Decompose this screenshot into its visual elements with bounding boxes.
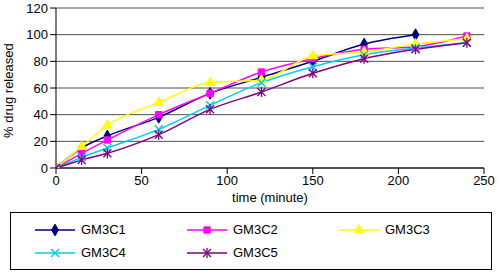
html-text:GM3C5: GM3C5: [233, 245, 278, 260]
svg-text:% drug released: % drug released: [8, 43, 16, 138]
html-text:GM3C1: GM3C1: [81, 222, 126, 237]
svg-text:120: 120: [26, 1, 48, 16]
svg-text:250: 250: [473, 173, 492, 188]
svg-text:60: 60: [34, 81, 48, 96]
html-text:GM3C3: GM3C3: [385, 222, 430, 237]
svg-text:50: 50: [134, 173, 148, 188]
svg-text:100: 100: [26, 27, 48, 42]
svg-text:80: 80: [34, 54, 48, 69]
svg-text:200: 200: [388, 173, 410, 188]
html-text:GM3C4: GM3C4: [81, 245, 126, 260]
svg-text:20: 20: [34, 134, 48, 149]
svg-text:100: 100: [216, 173, 238, 188]
svg-text:0: 0: [41, 161, 48, 176]
svg-text:150: 150: [302, 173, 324, 188]
svg-text:40: 40: [34, 107, 48, 122]
svg-text:0: 0: [52, 173, 59, 188]
svg-text:time (minute): time (minute): [232, 190, 308, 205]
html-text:GM3C2: GM3C2: [233, 222, 278, 237]
